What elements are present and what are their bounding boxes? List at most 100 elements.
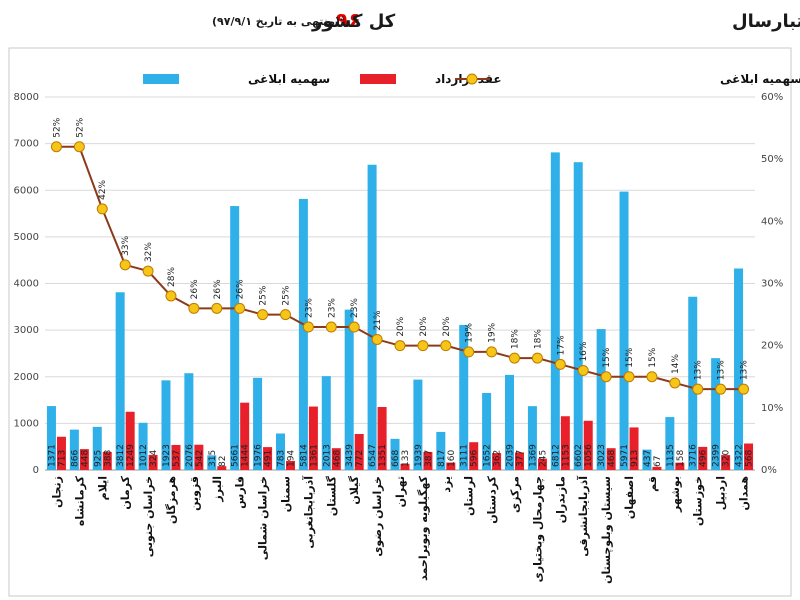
x-tick-label: سیستان وبلوچستان: [600, 476, 613, 584]
bar-contract-label: 324: [149, 450, 159, 467]
bar-allocation: [253, 377, 263, 470]
x-tick-label: هرمزگان: [165, 476, 178, 524]
percent-label: 16%: [579, 341, 589, 361]
x-tick-label: تهران: [394, 476, 407, 507]
percent-point: [692, 383, 704, 395]
bar-contract: [56, 436, 66, 470]
legend-swatch: [143, 74, 179, 84]
bar-contract-label: 1444: [241, 444, 251, 467]
legend-label: درصد عقدقرارداد به سهمیه ابلاغی: [720, 72, 800, 86]
bar-contract-label: 133: [401, 450, 411, 467]
percent-label: 15%: [648, 347, 658, 367]
y-tick-label: 6000: [14, 185, 39, 196]
percent-label: 25%: [259, 285, 269, 305]
percent-label: 19%: [465, 322, 475, 342]
bar-contract: [148, 454, 158, 470]
percent-label: 26%: [236, 279, 246, 299]
chart-title: عملکرد طرح ویژه بهسازی مسکن روستایی اعتب…: [732, 11, 800, 32]
bar-contract-label: 496: [699, 450, 709, 467]
bar-allocation: [321, 376, 331, 470]
bar-contract: [744, 443, 754, 470]
bar-allocation-label: 1371: [47, 444, 57, 467]
bar-contract: [560, 416, 570, 470]
legend-label: سهمیه ابلاغی: [248, 72, 330, 86]
x-tick-label: آذربایجانغربی: [301, 476, 315, 549]
percent-point: [165, 290, 177, 302]
bar-contract: [79, 449, 89, 470]
bar-contract-label: 448: [80, 450, 90, 467]
bar-allocation: [344, 309, 354, 470]
bar-contract: [652, 466, 662, 470]
bar-contract: [492, 453, 502, 470]
percent-label: 21%: [373, 310, 383, 330]
percent-label: 13%: [740, 360, 750, 380]
bar-contract-label: 1056: [584, 444, 594, 467]
percent-label: 42%: [98, 179, 108, 199]
percent-point: [486, 346, 498, 358]
bar-allocation-label: 3023: [597, 444, 607, 467]
bar-contract: [446, 462, 456, 470]
percent-label: 23%: [327, 298, 337, 318]
bar-allocation-label: 2039: [506, 444, 516, 467]
bar-contract-label: 67: [653, 456, 663, 467]
bar-contract: [537, 458, 547, 470]
bar-contract-label: 1249: [126, 444, 136, 467]
percent-point: [646, 371, 658, 383]
bar-allocation: [230, 206, 240, 470]
legend-swatch: [360, 74, 396, 84]
y2-tick-label: 40%: [761, 216, 783, 227]
y-tick-label: 3000: [14, 325, 39, 336]
bar-allocation: [413, 379, 423, 470]
legend: سهمیه ابلاغیعقدقرارداددرصد عقدقرارداد به…: [143, 72, 800, 86]
bar-contract: [629, 427, 639, 470]
bar-contract: [194, 444, 204, 470]
bar-contract: [423, 451, 433, 470]
bar-contract: [125, 411, 135, 470]
percent-line-layer: 52% 52% 42% 33% 32% 28% 26% 26% 26% 25% 25% 23% 23% 2…: [50, 117, 750, 395]
bar-allocation-label: 6812: [551, 444, 561, 467]
bar-allocation: [482, 392, 492, 470]
x-tick-label: البرز: [211, 476, 224, 503]
bar-contract: [606, 448, 616, 470]
bar-contract: [515, 452, 525, 470]
bar-contract-label: 320: [722, 450, 732, 467]
bar-contract: [698, 446, 708, 470]
bar-allocation-label: 1369: [528, 444, 538, 467]
bar-contract-label: 245: [538, 450, 548, 467]
bar-allocation: [115, 292, 125, 470]
bar-contract-label: 388: [103, 450, 113, 467]
x-tick-label: کهگیلویه وبویراحمد: [417, 475, 430, 580]
percent-point: [50, 141, 62, 153]
bar-allocation: [596, 329, 606, 470]
bar-contract-label: 387: [424, 450, 434, 467]
percent-label: 15%: [602, 347, 612, 367]
percent-label: 26%: [213, 279, 223, 299]
percent-label: 18%: [533, 329, 543, 349]
x-tick-label: مازندران: [554, 476, 567, 523]
bar-allocation-label: 817: [437, 450, 447, 467]
bar-contract-label: 468: [607, 450, 617, 467]
bar-contract: [721, 455, 731, 470]
bar-allocation: [390, 438, 400, 470]
y2-tick-label: 60%: [761, 92, 783, 103]
percent-point: [554, 358, 566, 370]
left-axis: 0 1000 2000 3000 4000 5000 6000 7000 8000: [14, 92, 39, 476]
bar-contract-label: 1153: [561, 444, 571, 467]
bar-contract-label: 1361: [309, 444, 319, 467]
bar-contract-label: 537: [172, 450, 182, 467]
bar-allocation: [688, 296, 698, 470]
percent-point: [234, 302, 246, 314]
bar-contract: [331, 448, 341, 470]
bar-allocation: [527, 406, 537, 470]
percent-point: [257, 309, 269, 321]
bars-layer: 1371 713 866 448 925 388 3812 1249 1012 324 1923 53…: [46, 152, 755, 471]
percent-point: [211, 302, 223, 314]
percent-label: 13%: [694, 360, 704, 380]
bar-contract: [354, 434, 364, 470]
bar-allocation-label: 6547: [368, 444, 378, 467]
x-tick-label: سمنان: [279, 476, 292, 512]
percent-label: 19%: [488, 322, 498, 342]
bar-allocation: [436, 431, 446, 470]
percent-label: 13%: [717, 360, 727, 380]
bar-contract-label: 772: [355, 450, 365, 467]
